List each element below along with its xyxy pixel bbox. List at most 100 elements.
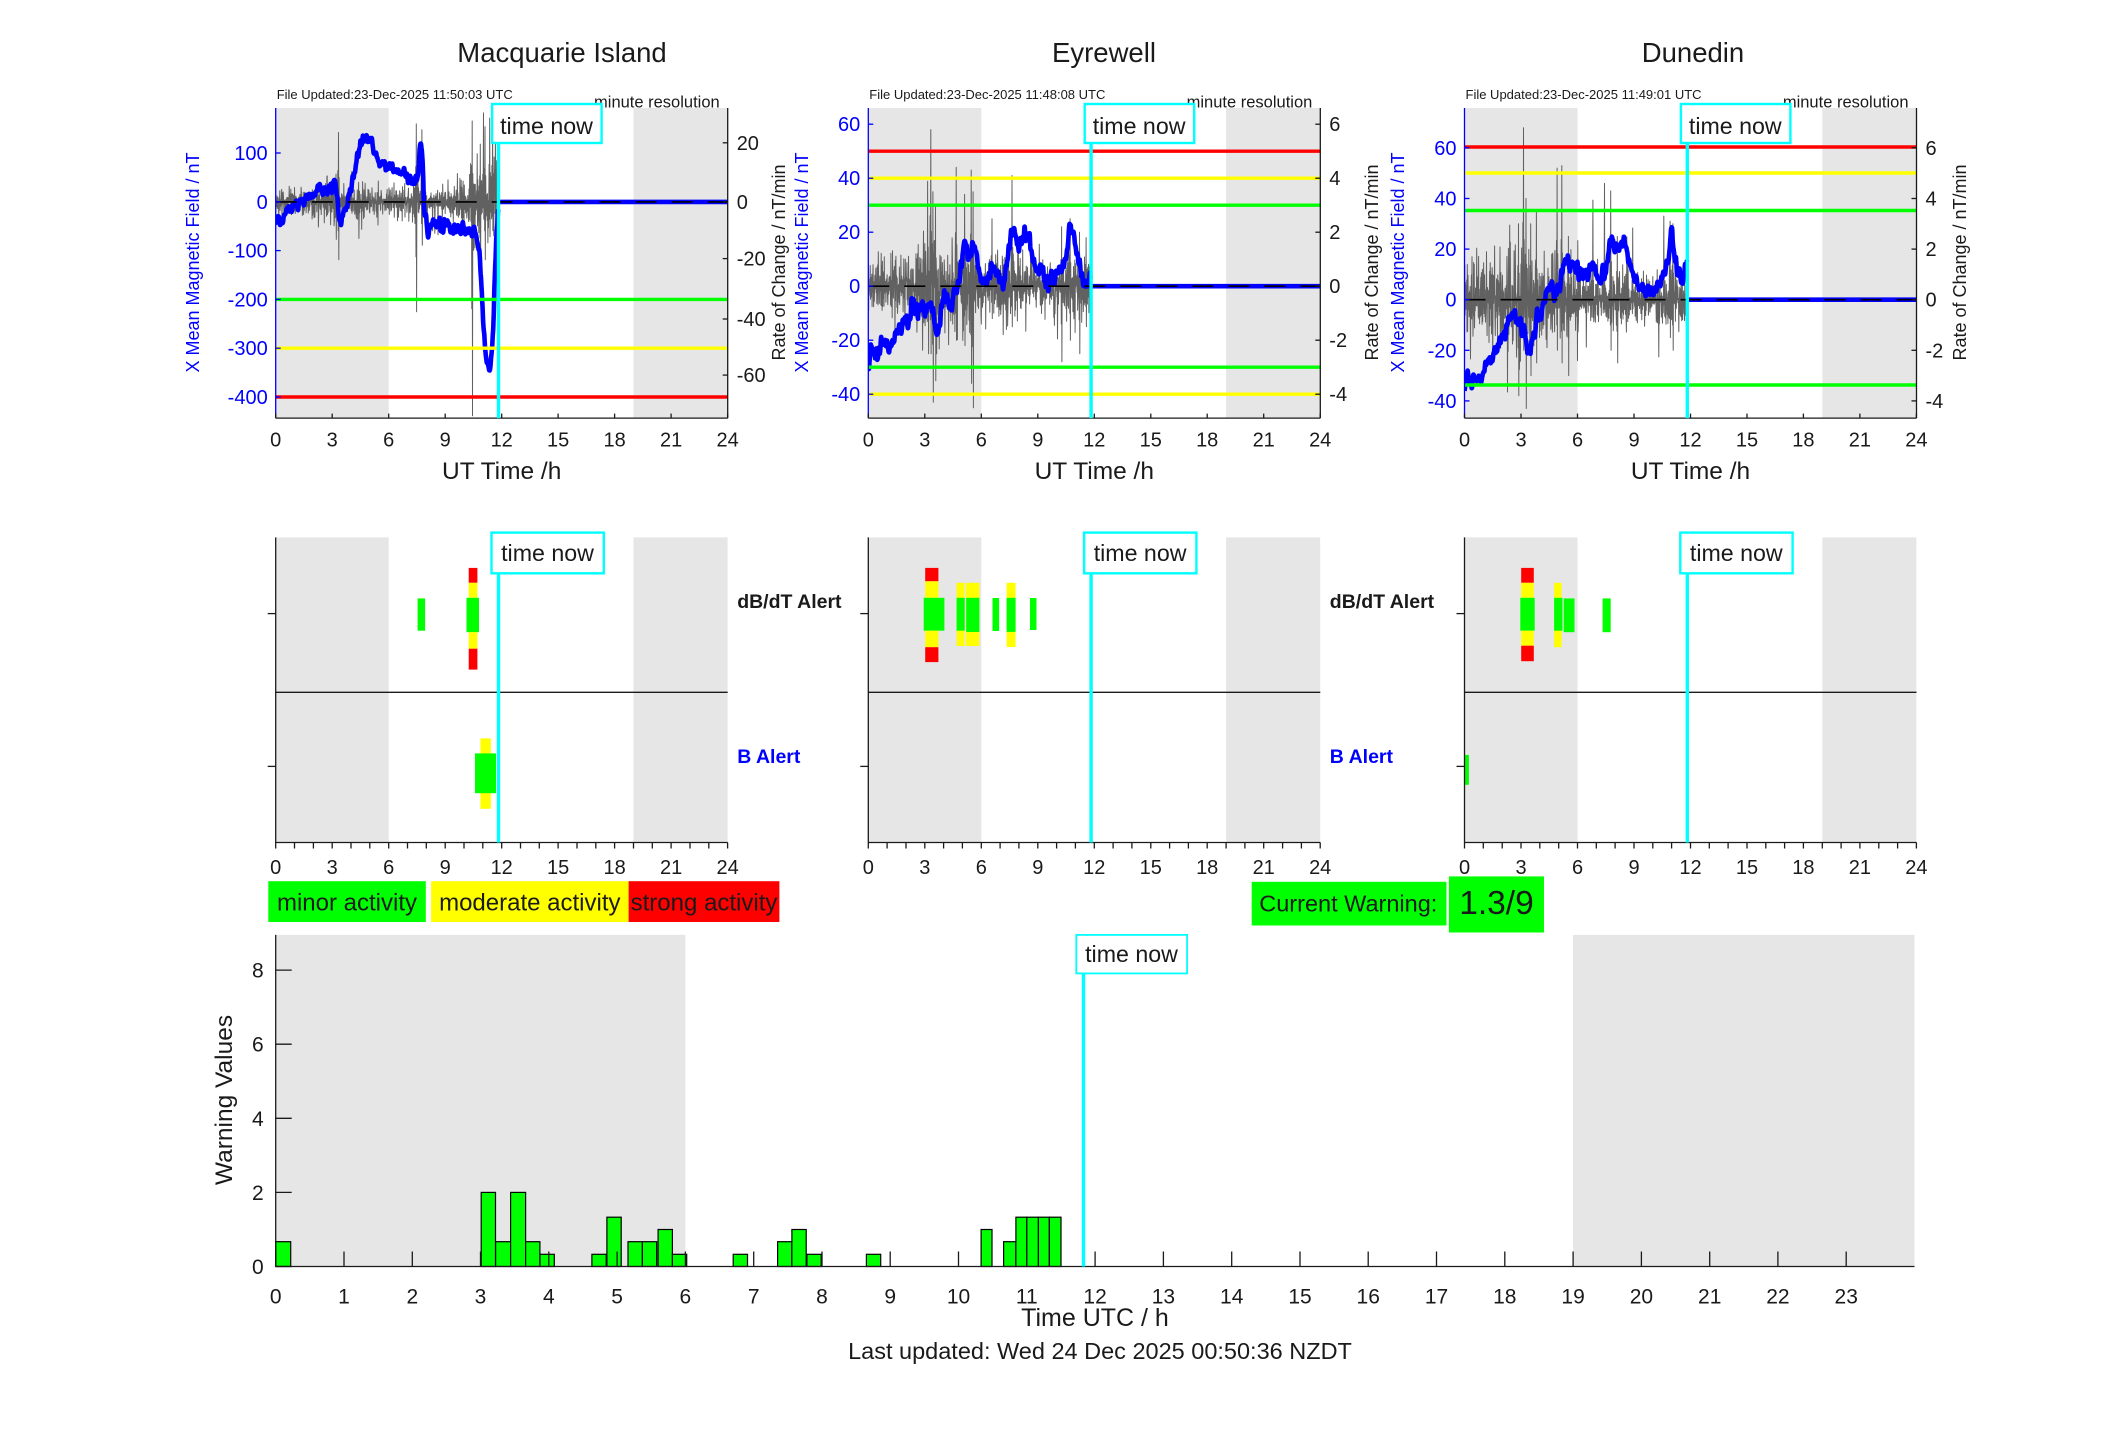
svg-text:0: 0: [849, 276, 860, 298]
svg-text:21: 21: [1698, 1286, 1721, 1309]
svg-text:UT Time /h: UT Time /h: [1631, 458, 1750, 485]
svg-text:2: 2: [1329, 222, 1340, 244]
svg-text:strong activity: strong activity: [631, 890, 778, 917]
svg-text:0: 0: [270, 857, 281, 879]
svg-text:24: 24: [1309, 857, 1331, 879]
svg-text:21: 21: [1253, 857, 1275, 879]
svg-text:20: 20: [737, 133, 759, 155]
svg-text:-60: -60: [737, 365, 766, 387]
svg-text:2: 2: [1926, 239, 1937, 261]
svg-text:18: 18: [1792, 430, 1814, 452]
svg-text:minute resolution: minute resolution: [1783, 94, 1909, 112]
svg-text:File Updated:23-Dec-2025 11:50: File Updated:23-Dec-2025 11:50:03 UTC: [277, 87, 513, 102]
svg-text:-20: -20: [831, 330, 860, 352]
svg-text:12: 12: [1679, 430, 1701, 452]
svg-text:7: 7: [748, 1286, 760, 1309]
svg-text:3: 3: [327, 857, 338, 879]
svg-text:21: 21: [1849, 430, 1871, 452]
svg-text:0: 0: [1329, 276, 1340, 298]
svg-text:0: 0: [270, 430, 281, 452]
svg-text:Rate of Change / nT/min: Rate of Change / nT/min: [1362, 164, 1382, 360]
svg-text:-300: -300: [228, 338, 268, 360]
svg-text:60: 60: [1434, 138, 1456, 160]
svg-text:21: 21: [1849, 857, 1871, 879]
svg-text:2: 2: [406, 1286, 418, 1309]
svg-text:15: 15: [1736, 857, 1758, 879]
svg-text:Eyrewell: Eyrewell: [1052, 37, 1156, 68]
svg-text:-40: -40: [737, 309, 766, 331]
svg-text:-20: -20: [1428, 340, 1457, 362]
svg-text:21: 21: [660, 430, 682, 452]
svg-text:1: 1: [338, 1286, 350, 1309]
svg-text:8: 8: [252, 960, 264, 983]
svg-text:13: 13: [1152, 1286, 1175, 1309]
svg-text:3: 3: [1515, 857, 1526, 879]
svg-text:60: 60: [838, 114, 860, 136]
svg-text:4: 4: [252, 1108, 264, 1131]
svg-text:8: 8: [816, 1286, 828, 1309]
svg-text:-20: -20: [737, 249, 766, 271]
svg-text:11: 11: [1016, 1286, 1038, 1309]
svg-text:0: 0: [1459, 857, 1470, 879]
svg-text:20: 20: [838, 222, 860, 244]
svg-text:0: 0: [1445, 290, 1456, 312]
svg-text:3: 3: [919, 857, 930, 879]
svg-text:6: 6: [383, 430, 394, 452]
svg-text:3: 3: [327, 430, 338, 452]
svg-text:0: 0: [252, 1256, 264, 1279]
svg-text:6: 6: [976, 857, 987, 879]
svg-text:100: 100: [234, 143, 267, 165]
svg-text:X Mean Magnetic Field / nT: X Mean Magnetic Field / nT: [1388, 152, 1408, 372]
svg-text:21: 21: [660, 857, 682, 879]
svg-text:UT Time /h: UT Time /h: [442, 458, 561, 485]
svg-text:time now: time now: [501, 540, 594, 566]
svg-text:15: 15: [547, 430, 569, 452]
svg-text:Warning Values: Warning Values: [211, 1015, 238, 1185]
svg-text:15: 15: [1288, 1286, 1311, 1309]
svg-text:-4: -4: [1926, 391, 1944, 413]
svg-text:21: 21: [1253, 430, 1275, 452]
svg-text:-2: -2: [1926, 340, 1944, 362]
svg-text:16: 16: [1357, 1286, 1380, 1309]
svg-text:UT Time /h: UT Time /h: [1035, 458, 1154, 485]
svg-text:0: 0: [270, 1286, 282, 1309]
svg-text:3: 3: [919, 430, 930, 452]
svg-text:0: 0: [737, 192, 748, 214]
svg-text:4: 4: [1926, 189, 1937, 211]
svg-text:Rate of Change / nT/min: Rate of Change / nT/min: [1950, 164, 1970, 360]
svg-text:-100: -100: [228, 241, 268, 263]
svg-text:9: 9: [1032, 430, 1043, 452]
svg-text:Dunedin: Dunedin: [1642, 37, 1744, 68]
svg-text:40: 40: [1434, 189, 1456, 211]
svg-text:15: 15: [1736, 430, 1758, 452]
svg-text:B Alert: B Alert: [1330, 746, 1394, 768]
svg-text:0: 0: [257, 192, 268, 214]
svg-text:1.3/9: 1.3/9: [1459, 885, 1534, 922]
svg-text:time now: time now: [1093, 113, 1186, 139]
svg-text:18: 18: [1792, 857, 1814, 879]
svg-text:-200: -200: [228, 289, 268, 311]
svg-text:minor activity: minor activity: [277, 890, 417, 917]
svg-text:time now: time now: [500, 113, 593, 139]
svg-text:-4: -4: [1329, 384, 1347, 406]
svg-text:12: 12: [1679, 857, 1701, 879]
svg-text:9: 9: [440, 430, 451, 452]
svg-text:15: 15: [547, 857, 569, 879]
svg-text:9: 9: [1628, 430, 1639, 452]
svg-text:6: 6: [1329, 114, 1340, 136]
svg-text:18: 18: [1196, 430, 1218, 452]
svg-text:2: 2: [252, 1182, 264, 1205]
svg-text:19: 19: [1561, 1286, 1584, 1309]
svg-text:6: 6: [252, 1034, 264, 1057]
svg-text:6: 6: [680, 1286, 692, 1309]
svg-text:20: 20: [1630, 1286, 1653, 1309]
svg-text:-2: -2: [1329, 330, 1347, 352]
svg-text:Current Warning:: Current Warning:: [1259, 890, 1437, 916]
svg-text:24: 24: [1309, 430, 1331, 452]
svg-text:File Updated:23-Dec-2025 11:49: File Updated:23-Dec-2025 11:49:01 UTC: [1466, 87, 1702, 102]
svg-text:24: 24: [1905, 857, 1927, 879]
svg-text:time now: time now: [1085, 941, 1178, 967]
svg-text:6: 6: [1926, 138, 1937, 160]
svg-text:time now: time now: [1094, 540, 1187, 566]
svg-text:18: 18: [1196, 857, 1218, 879]
